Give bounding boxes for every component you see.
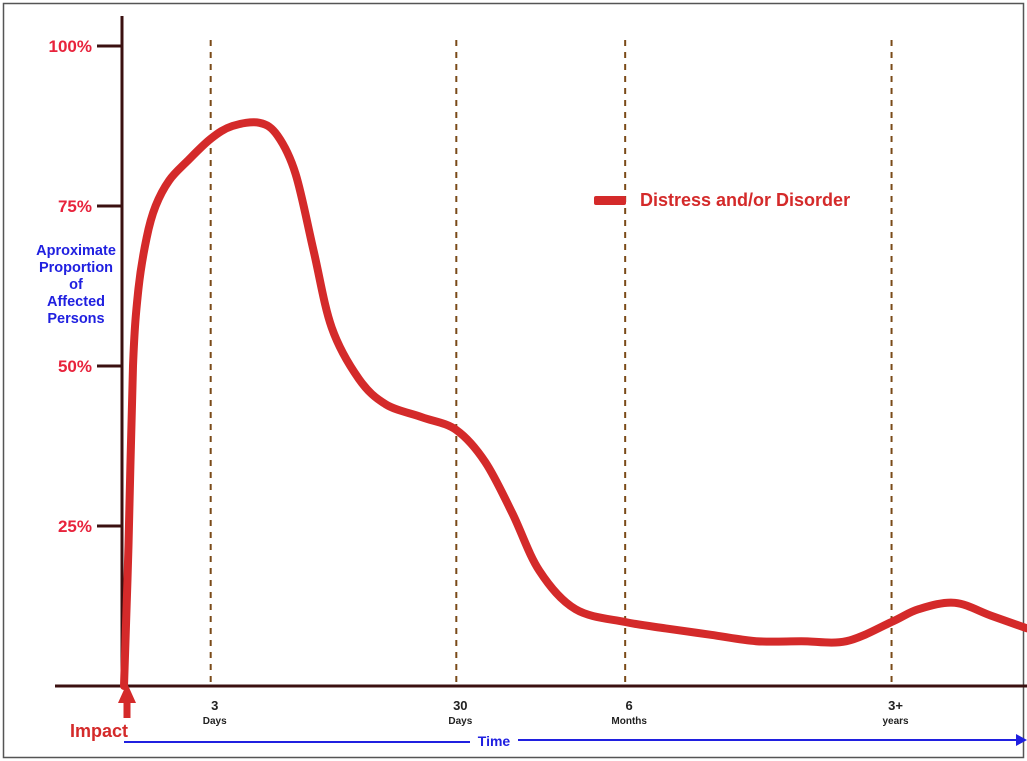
x-marker-num-1: 30 xyxy=(453,698,467,713)
y-tick-label-0: 100% xyxy=(49,37,92,56)
y-axis-label: Aproximate Proportion of Affected Persons xyxy=(36,243,116,327)
y-tick-label-3: 25% xyxy=(58,517,92,536)
legend-swatch xyxy=(594,196,626,205)
time-arrowhead-icon xyxy=(1016,734,1027,746)
x-marker-num-0: 3 xyxy=(211,698,218,713)
legend: Distress and/or Disorder xyxy=(594,190,850,210)
series-line-distress xyxy=(120,118,1027,690)
y-ticks: 100% 75% 50% 25% xyxy=(49,37,121,536)
time-axis-arrow: Time xyxy=(124,733,1027,749)
x-marker-labels: 3 Days 30 Days 6 Months 3+ years xyxy=(203,698,909,727)
y-tick-label-2: 50% xyxy=(58,357,92,376)
legend-label: Distress and/or Disorder xyxy=(640,190,850,210)
x-marker-unit-2: Months xyxy=(611,716,647,727)
x-marker-unit-3: years xyxy=(882,716,909,727)
impact-arrow-icon xyxy=(118,683,136,718)
impact-label: Impact xyxy=(70,721,128,741)
x-marker-unit-1: Days xyxy=(448,716,472,727)
y-axis-label-line-0: Aproximate xyxy=(36,243,116,259)
x-marker-unit-0: Days xyxy=(203,716,227,727)
y-axis-label-line-3: Affected xyxy=(47,294,105,310)
x-marker-num-3: 3+ xyxy=(888,698,903,713)
x-marker-num-2: 6 xyxy=(626,698,633,713)
y-axis-label-line-1: Proportion xyxy=(39,260,113,276)
impact-marker: Impact xyxy=(70,683,136,741)
y-tick-label-1: 75% xyxy=(58,197,92,216)
y-axis-label-line-4: Persons xyxy=(47,311,104,327)
y-axis-label-line-2: of xyxy=(69,277,83,293)
time-label: Time xyxy=(478,733,511,749)
